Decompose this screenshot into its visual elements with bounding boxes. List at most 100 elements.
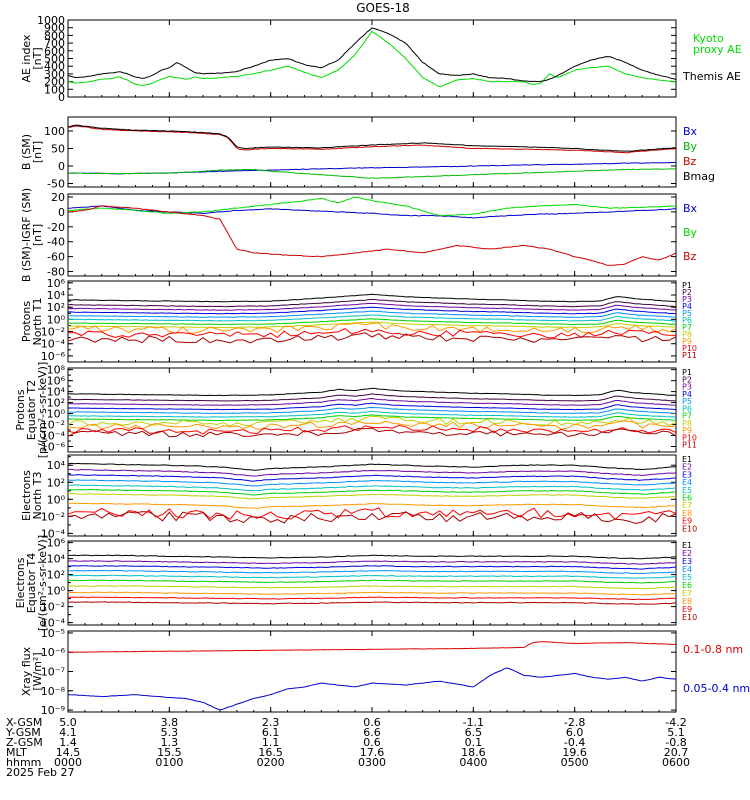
- row-value: 6.6: [363, 726, 381, 739]
- series-line-P1: [68, 387, 676, 397]
- series-line-0.1-0.8 nm: [68, 641, 676, 653]
- legend-E8: E8: [682, 597, 692, 606]
- y-axis-label: North T1: [31, 298, 44, 346]
- legend-E8: E8: [682, 509, 692, 518]
- legend-E3: E3: [682, 557, 692, 566]
- legend-P4: P4: [682, 302, 692, 311]
- legend-P11: P11: [682, 351, 697, 360]
- series-line-Bx: [68, 161, 676, 175]
- row-value: 0300: [358, 756, 386, 769]
- legend-P5: P5: [682, 397, 692, 406]
- y-tick-label: 10⁻²: [41, 601, 65, 614]
- panel-frame: [67, 367, 677, 453]
- series-line-P11: [68, 332, 676, 344]
- y-tick-label: 10⁻²: [41, 510, 65, 523]
- legend-P7: P7: [682, 412, 692, 421]
- legend-E10: E10: [682, 524, 697, 533]
- row-value: 5.3: [161, 726, 179, 739]
- y-tick-label: 10⁻⁴: [41, 527, 66, 540]
- y-tick-label: 10⁰: [47, 408, 66, 421]
- y-axis-label: B (SM): [20, 134, 33, 170]
- panel-xray: 10⁻⁹ 10⁻⁸ 10⁻⁷ 10⁻⁶ 10⁻⁵ Xray flux[W/m²] 0.1-0…: [20, 627, 750, 717]
- y-tick-label: 10⁰: [47, 493, 66, 506]
- row-value: -0.8: [665, 736, 686, 749]
- y-tick-label: 300: [44, 68, 65, 81]
- row-value: 5.0: [59, 716, 77, 729]
- y-tick-label: 10⁻⁶: [41, 350, 66, 363]
- series-line-E9: [68, 507, 676, 520]
- row-value: -2.8: [564, 716, 585, 729]
- series-line-Bx: [68, 205, 676, 219]
- row-value: 0000: [54, 756, 82, 769]
- series-line-P9: [68, 322, 676, 334]
- legend-Bx: Bx: [683, 125, 698, 138]
- series-line-Themis AE: [68, 27, 676, 83]
- series-line-P10: [68, 327, 676, 339]
- legend-P11: P11: [682, 441, 697, 450]
- row-label-Z-GSM: Z-GSM: [6, 736, 43, 749]
- y-tick-label: 10⁴: [47, 459, 66, 472]
- series-line-E2: [68, 468, 676, 477]
- series-line-P11: [68, 427, 676, 438]
- row-value: 15.5: [157, 746, 182, 759]
- series-line-P10: [68, 424, 676, 435]
- series-line-P5: [68, 310, 676, 318]
- legend-E7: E7: [682, 501, 692, 510]
- legend-P4: P4: [682, 390, 692, 399]
- series-group: [68, 641, 676, 711]
- series-line-P3: [68, 397, 676, 406]
- y-tick-label: -80: [47, 266, 65, 279]
- legend-P1: P1: [682, 368, 692, 377]
- series-line-E10: [68, 511, 676, 525]
- series-line-P2: [68, 393, 676, 402]
- y-axis-label: [p/(cm²-s-sr-keV)]: [36, 362, 49, 459]
- legend-Kyoto-proxy-AE: proxy AE: [693, 43, 742, 56]
- y-tick-label: 10²: [47, 301, 65, 314]
- legend-E1: E1: [682, 455, 692, 464]
- legend-Bz: Bz: [683, 155, 697, 168]
- y-tick-label: 200: [44, 76, 65, 89]
- series-line-P6: [68, 314, 676, 322]
- series-line-E2: [68, 560, 676, 565]
- row-value: 17.6: [360, 746, 385, 759]
- y-tick-label: 10⁻⁶: [41, 646, 66, 659]
- y-tick-label: 10²: [47, 397, 65, 410]
- series-group: [68, 124, 676, 179]
- legend-Themis-AE: Themis AE: [682, 70, 741, 83]
- series-line-E5: [68, 574, 676, 579]
- series-group: [68, 554, 676, 605]
- series-line-E3: [68, 474, 676, 482]
- legend-Bmag: Bmag: [683, 170, 715, 183]
- legend-E4: E4: [682, 478, 692, 487]
- y-tick-label: 900: [44, 22, 65, 35]
- y-tick-label: 100: [44, 125, 65, 138]
- legend-Bz: Bz: [683, 250, 697, 263]
- legend-E6: E6: [682, 494, 692, 503]
- series-line-P1: [68, 293, 676, 303]
- y-tick-label: 10⁶: [47, 277, 66, 290]
- series-line-E4: [68, 569, 676, 575]
- y-tick-label: 10⁻⁶: [41, 441, 66, 454]
- y-tick-label: 50: [51, 143, 65, 156]
- row-value: 1.4: [59, 736, 77, 749]
- series-line-Kyoto proxy AE: [68, 30, 676, 88]
- y-tick-label: 10⁸: [47, 364, 66, 377]
- row-value: 2.3: [262, 716, 280, 729]
- legend-E6: E6: [682, 581, 692, 590]
- row-label-MLT: MLT: [6, 746, 27, 759]
- series-line-P3: [68, 302, 676, 311]
- y-tick-label: 800: [44, 29, 65, 42]
- legend-P3: P3: [682, 383, 692, 392]
- row-value: 1.3: [161, 736, 179, 749]
- legend-P1: P1: [682, 281, 692, 290]
- series-line-P9: [68, 420, 676, 430]
- y-axis-label: Electrons: [20, 470, 33, 521]
- series-line-By: [68, 168, 676, 179]
- legend-Kyoto-proxy-AE: Kyoto: [693, 32, 724, 45]
- series-line-Bz: [68, 205, 676, 266]
